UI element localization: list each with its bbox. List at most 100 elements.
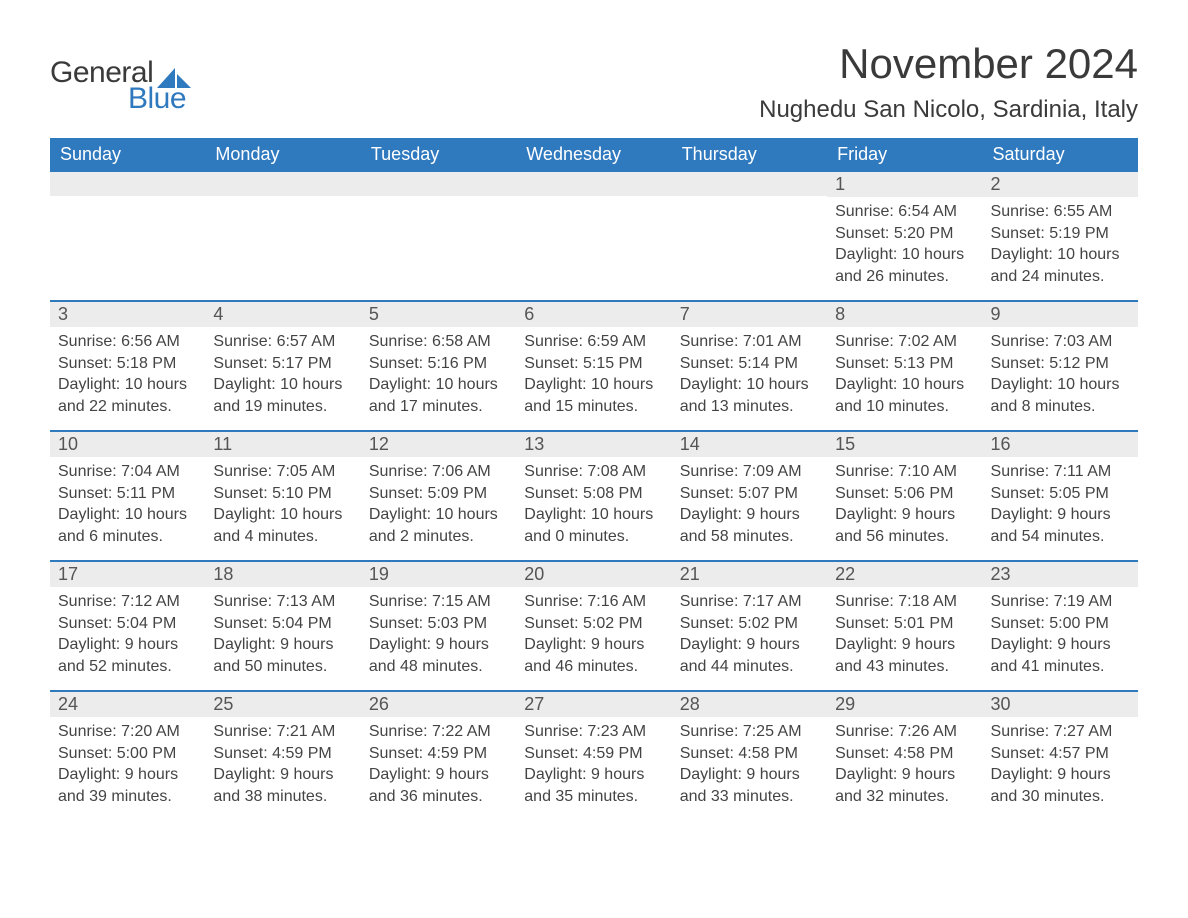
daylight-line: Daylight: 9 hours and 44 minutes. — [680, 634, 819, 677]
day-number: 8 — [827, 302, 982, 327]
sunrise-line: Sunrise: 7:06 AM — [369, 461, 508, 483]
sunrise-line: Sunrise: 7:22 AM — [369, 721, 508, 743]
sunset-line: Sunset: 5:00 PM — [58, 743, 197, 765]
day-details: Sunrise: 7:21 AMSunset: 4:59 PMDaylight:… — [205, 721, 360, 807]
sunset-line: Sunset: 5:11 PM — [58, 483, 197, 505]
day-details: Sunrise: 7:25 AMSunset: 4:58 PMDaylight:… — [672, 721, 827, 807]
sunrise-line: Sunrise: 7:04 AM — [58, 461, 197, 483]
day-number: 13 — [516, 432, 671, 457]
sunrise-line: Sunrise: 7:27 AM — [991, 721, 1130, 743]
sail-icon — [157, 66, 191, 88]
day-details: Sunrise: 7:16 AMSunset: 5:02 PMDaylight:… — [516, 591, 671, 677]
sunrise-line: Sunrise: 7:25 AM — [680, 721, 819, 743]
daylight-line: Daylight: 10 hours and 10 minutes. — [835, 374, 974, 417]
sunrise-line: Sunrise: 7:10 AM — [835, 461, 974, 483]
day-number — [205, 172, 360, 196]
day-details: Sunrise: 7:05 AMSunset: 5:10 PMDaylight:… — [205, 461, 360, 547]
day-number: 20 — [516, 562, 671, 587]
sunset-line: Sunset: 5:09 PM — [369, 483, 508, 505]
weekday-header: Sunday — [50, 138, 205, 172]
day-details: Sunrise: 7:06 AMSunset: 5:09 PMDaylight:… — [361, 461, 516, 547]
day-cell: 29Sunrise: 7:26 AMSunset: 4:58 PMDayligh… — [827, 692, 982, 820]
day-number — [516, 172, 671, 196]
day-number: 7 — [672, 302, 827, 327]
sunrise-line: Sunrise: 6:54 AM — [835, 201, 974, 223]
day-cell: 14 Sunrise: 7:09 AMSunset: 5:07 PMDayligh… — [672, 432, 827, 560]
weekday-header: Wednesday — [516, 138, 671, 172]
day-number: 19 — [361, 562, 516, 587]
location-subtitle: Nughedu San Nicolo, Sardinia, Italy — [759, 96, 1138, 124]
day-number: 18 — [205, 562, 360, 587]
sunset-line: Sunset: 4:57 PM — [991, 743, 1130, 765]
sunset-line: Sunset: 5:19 PM — [991, 223, 1130, 245]
sunrise-line: Sunrise: 6:55 AM — [991, 201, 1130, 223]
brand-logo: General Blue — [50, 40, 191, 114]
sunset-line: Sunset: 5:17 PM — [213, 353, 352, 375]
sunrise-line: Sunrise: 7:11 AM — [991, 461, 1130, 483]
day-number: 3 — [50, 302, 205, 327]
day-cell: 23Sunrise: 7:19 AMSunset: 5:00 PMDayligh… — [983, 562, 1138, 690]
daylight-line: Daylight: 10 hours and 2 minutes. — [369, 504, 508, 547]
sunrise-line: Sunrise: 7:03 AM — [991, 331, 1130, 353]
sunset-line: Sunset: 5:18 PM — [58, 353, 197, 375]
daylight-line: Daylight: 9 hours and 41 minutes. — [991, 634, 1130, 677]
day-cell: 1Sunrise: 6:54 AMSunset: 5:20 PMDaylight… — [827, 172, 982, 300]
day-details: Sunrise: 7:20 AMSunset: 5:00 PMDaylight:… — [50, 721, 205, 807]
weekday-header: Tuesday — [361, 138, 516, 172]
daylight-line: Daylight: 10 hours and 13 minutes. — [680, 374, 819, 417]
day-number: 21 — [672, 562, 827, 587]
day-cell-empty — [361, 172, 516, 300]
day-details: Sunrise: 7:23 AMSunset: 4:59 PMDaylight:… — [516, 721, 671, 807]
calendar-body: 1Sunrise: 6:54 AMSunset: 5:20 PMDaylight… — [50, 172, 1138, 820]
day-details: Sunrise: 7:09 AMSunset: 5:07 PMDaylight:… — [672, 461, 827, 547]
daylight-line: Daylight: 10 hours and 0 minutes. — [524, 504, 663, 547]
sunset-line: Sunset: 5:00 PM — [991, 613, 1130, 635]
day-details: Sunrise: 7:12 AMSunset: 5:04 PMDaylight:… — [50, 591, 205, 677]
day-details: Sunrise: 6:56 AMSunset: 5:18 PMDaylight:… — [50, 331, 205, 417]
day-cell: 10Sunrise: 7:04 AMSunset: 5:11 PMDayligh… — [50, 432, 205, 560]
week-row: 10Sunrise: 7:04 AMSunset: 5:11 PMDayligh… — [50, 430, 1138, 560]
day-number: 25 — [205, 692, 360, 717]
day-number: 15 — [827, 432, 982, 457]
sunset-line: Sunset: 5:02 PM — [680, 613, 819, 635]
day-details: Sunrise: 7:10 AMSunset: 5:06 PMDaylight:… — [827, 461, 982, 547]
day-details: Sunrise: 7:27 AMSunset: 4:57 PMDaylight:… — [983, 721, 1138, 807]
week-row: 3 Sunrise: 6:56 AMSunset: 5:18 PMDaylight… — [50, 300, 1138, 430]
day-cell: 21 Sunrise: 7:17 AMSunset: 5:02 PMDayligh… — [672, 562, 827, 690]
day-number: 12 — [361, 432, 516, 457]
day-number: 28 — [672, 692, 827, 717]
daylight-line: Daylight: 9 hours and 43 minutes. — [835, 634, 974, 677]
daylight-line: Daylight: 10 hours and 26 minutes. — [835, 244, 974, 287]
sunrise-line: Sunrise: 7:18 AM — [835, 591, 974, 613]
day-details: Sunrise: 7:26 AMSunset: 4:58 PMDaylight:… — [827, 721, 982, 807]
day-number: 6 — [516, 302, 671, 327]
day-details: Sunrise: 6:59 AMSunset: 5:15 PMDaylight:… — [516, 331, 671, 417]
daylight-line: Daylight: 9 hours and 30 minutes. — [991, 764, 1130, 807]
daylight-line: Daylight: 10 hours and 4 minutes. — [213, 504, 352, 547]
sunset-line: Sunset: 5:03 PM — [369, 613, 508, 635]
sunset-line: Sunset: 5:04 PM — [58, 613, 197, 635]
day-number: 23 — [983, 562, 1138, 587]
day-details: Sunrise: 7:15 AMSunset: 5:03 PMDaylight:… — [361, 591, 516, 677]
day-cell: 19 Sunrise: 7:15 AMSunset: 5:03 PMDayligh… — [361, 562, 516, 690]
sunrise-line: Sunrise: 7:26 AM — [835, 721, 974, 743]
daylight-line: Daylight: 9 hours and 50 minutes. — [213, 634, 352, 677]
weekday-header-row: SundayMondayTuesdayWednesdayThursdayFrid… — [50, 138, 1138, 172]
day-number: 17 — [50, 562, 205, 587]
day-details: Sunrise: 6:58 AMSunset: 5:16 PMDaylight:… — [361, 331, 516, 417]
sunrise-line: Sunrise: 7:17 AM — [680, 591, 819, 613]
day-cell: 24Sunrise: 7:20 AMSunset: 5:00 PMDayligh… — [50, 692, 205, 820]
day-details: Sunrise: 6:54 AMSunset: 5:20 PMDaylight:… — [827, 201, 982, 287]
day-cell: 18Sunrise: 7:13 AMSunset: 5:04 PMDayligh… — [205, 562, 360, 690]
day-number: 4 — [205, 302, 360, 327]
sunrise-line: Sunrise: 7:13 AM — [213, 591, 352, 613]
day-cell: 12 Sunrise: 7:06 AMSunset: 5:09 PMDayligh… — [361, 432, 516, 560]
sunset-line: Sunset: 5:02 PM — [524, 613, 663, 635]
sunset-line: Sunset: 5:14 PM — [680, 353, 819, 375]
sunset-line: Sunset: 5:07 PM — [680, 483, 819, 505]
day-cell: 26Sunrise: 7:22 AMSunset: 4:59 PMDayligh… — [361, 692, 516, 820]
sunset-line: Sunset: 5:16 PM — [369, 353, 508, 375]
day-number: 14 — [672, 432, 827, 457]
day-cell: 8Sunrise: 7:02 AMSunset: 5:13 PMDaylight… — [827, 302, 982, 430]
sunset-line: Sunset: 5:10 PM — [213, 483, 352, 505]
